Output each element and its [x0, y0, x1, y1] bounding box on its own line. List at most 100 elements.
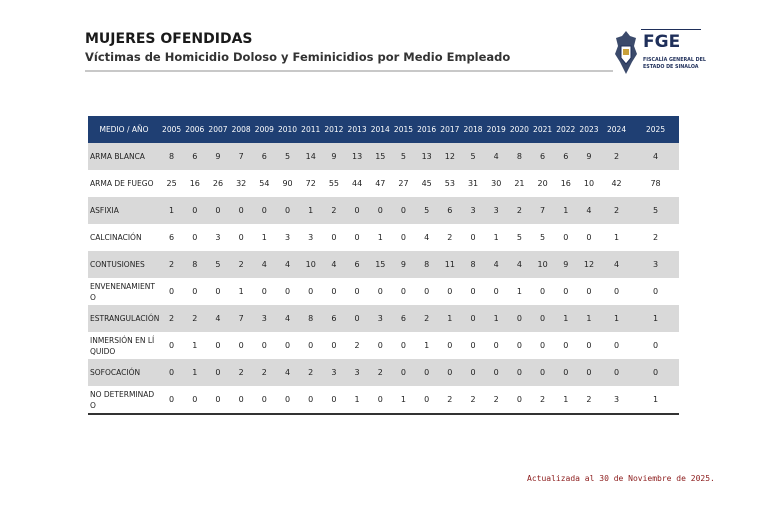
cell-value: 5	[275, 143, 300, 170]
table-row: ARMA BLANCA 8 6 9 7 6 5 14 9 13 15 5 13 12 5 4 8 6 6 9 2 4	[88, 143, 679, 170]
cell-value: 4	[275, 305, 300, 332]
cell-value: 12	[438, 143, 462, 170]
cell-value: 0	[554, 359, 578, 386]
cell-value: 25	[166, 179, 177, 188]
row-label: CONTUSIONES	[88, 251, 160, 278]
cell-value: 1	[632, 305, 679, 332]
cell-value: 2	[600, 143, 633, 170]
cell-value: 0	[415, 386, 439, 415]
cell-value: 3	[215, 233, 221, 242]
cell-value: 0	[284, 341, 291, 350]
row-label: CALCINACIÓN	[90, 233, 142, 242]
cell-value: 0	[493, 287, 499, 296]
cell-value: 0	[169, 341, 175, 350]
cell-value: 0	[586, 341, 592, 350]
cell-value: 0	[160, 359, 184, 386]
cell-value: 0	[252, 197, 276, 224]
row-label: SOFOCACIÓN	[88, 359, 160, 386]
cell-value: 0	[215, 341, 221, 350]
cell-value: 1	[183, 359, 207, 386]
cell-value: 0	[391, 359, 416, 386]
cell-value: 9	[577, 143, 601, 170]
cell-value: 1	[345, 386, 369, 415]
cell-value: 90	[282, 179, 293, 188]
cell-value: 1	[438, 305, 462, 332]
cell-value: 45	[421, 179, 432, 188]
cell-value: 7	[229, 143, 253, 170]
cell-value: 4	[484, 143, 508, 170]
year-header: 2016	[415, 116, 439, 143]
cell-value: 5	[415, 197, 439, 224]
cell-value: 21	[514, 179, 525, 188]
cell-value: 54	[259, 179, 270, 188]
logo-text: FISCALÍA GENERAL DEL	[643, 58, 706, 63]
cell-value: 13	[345, 143, 369, 170]
cell-value: 0	[229, 386, 253, 415]
cell-value: 0	[331, 341, 337, 350]
cell-value: 0	[614, 341, 620, 350]
year-header: 2022	[554, 116, 578, 143]
year-header: 2015	[391, 116, 416, 143]
cell-value: 1	[424, 341, 430, 350]
table-row: CALCINACIÓN 6 0 3 0 1 3 3 0 0 1 0 4 2 0 1 5 5 0 0 1 2	[88, 224, 679, 251]
cell-value: 0	[284, 287, 291, 296]
cell-value: 2	[415, 305, 439, 332]
cell-value: 5	[540, 233, 546, 242]
cell-value: 8	[507, 143, 531, 170]
cell-value: 2	[229, 359, 253, 386]
year-header: 2009	[252, 116, 276, 143]
cell-value: 0	[563, 341, 569, 350]
data-table: MEDIO / AÑO 2005 2006 2007 2008 2009 2010 2011 2…	[88, 116, 679, 415]
cell-value: 0	[275, 386, 300, 415]
cell-value: 32	[236, 179, 247, 188]
cell-value: 4	[507, 251, 531, 278]
cell-value: 4	[484, 251, 508, 278]
row-label: ESTRANGULACIÓN	[88, 305, 160, 332]
year-header: 2025	[632, 116, 679, 143]
cell-value: 0	[586, 287, 592, 296]
cell-value: 0	[484, 359, 508, 386]
cell-value: 6	[252, 143, 276, 170]
title: MUJERES OFENDIDAS	[85, 31, 253, 47]
cell-value: 0	[206, 386, 230, 415]
table-row: ENVENENAMIENTO 0 0 0 1 0 0 0 0 0 0 0 0 0 0 0 1 0 0 0 0 0	[88, 278, 679, 305]
cell-value: 1	[391, 386, 416, 415]
cell-value: 2	[322, 197, 346, 224]
cell-value: 0	[261, 341, 267, 350]
cell-value: 6	[345, 251, 369, 278]
cell-value: 0	[577, 359, 601, 386]
cell-value: 0	[331, 233, 337, 242]
cell-value: 0	[540, 341, 546, 350]
row-label: INMERSIÓN EN LÍQUIDO	[90, 335, 155, 356]
cell-value: 2	[252, 359, 276, 386]
cell-value: 2	[438, 386, 462, 415]
cell-value: 0	[215, 287, 221, 296]
cell-value: 8	[299, 305, 323, 332]
cell-value: 4	[322, 251, 346, 278]
cell-value: 2	[577, 386, 601, 415]
year-header: 2020	[507, 116, 531, 143]
cell-value: 4	[275, 359, 300, 386]
cell-value: 53	[444, 179, 455, 188]
cell-value: 0	[493, 341, 499, 350]
cell-value: 3	[345, 359, 369, 386]
cell-value: 0	[377, 341, 383, 350]
cell-value: 1	[614, 233, 620, 242]
cell-value: 6	[322, 305, 346, 332]
cell-value: 3	[322, 359, 346, 386]
cell-value: 1	[238, 287, 244, 296]
cell-value: 0	[507, 359, 531, 386]
cell-value: 5	[206, 251, 230, 278]
cell-value: 0	[563, 287, 569, 296]
row-label: NO DETERMINADO	[88, 386, 160, 415]
cell-value: 9	[554, 251, 578, 278]
cell-value: 0	[183, 386, 207, 415]
cell-value: 0	[331, 287, 337, 296]
cell-value: 4	[577, 197, 601, 224]
cell-value: 16	[560, 179, 571, 188]
row-label: ENVENENAMIENTO	[90, 281, 155, 302]
table-row: CONTUSIONES 2 8 5 2 4 4 10 4 6 15 9 8 11 8 4 4 10 9 12 4 3	[88, 251, 679, 278]
cell-value: 3	[600, 386, 633, 415]
cell-value: 1	[261, 233, 267, 242]
cell-value: 0	[368, 197, 392, 224]
